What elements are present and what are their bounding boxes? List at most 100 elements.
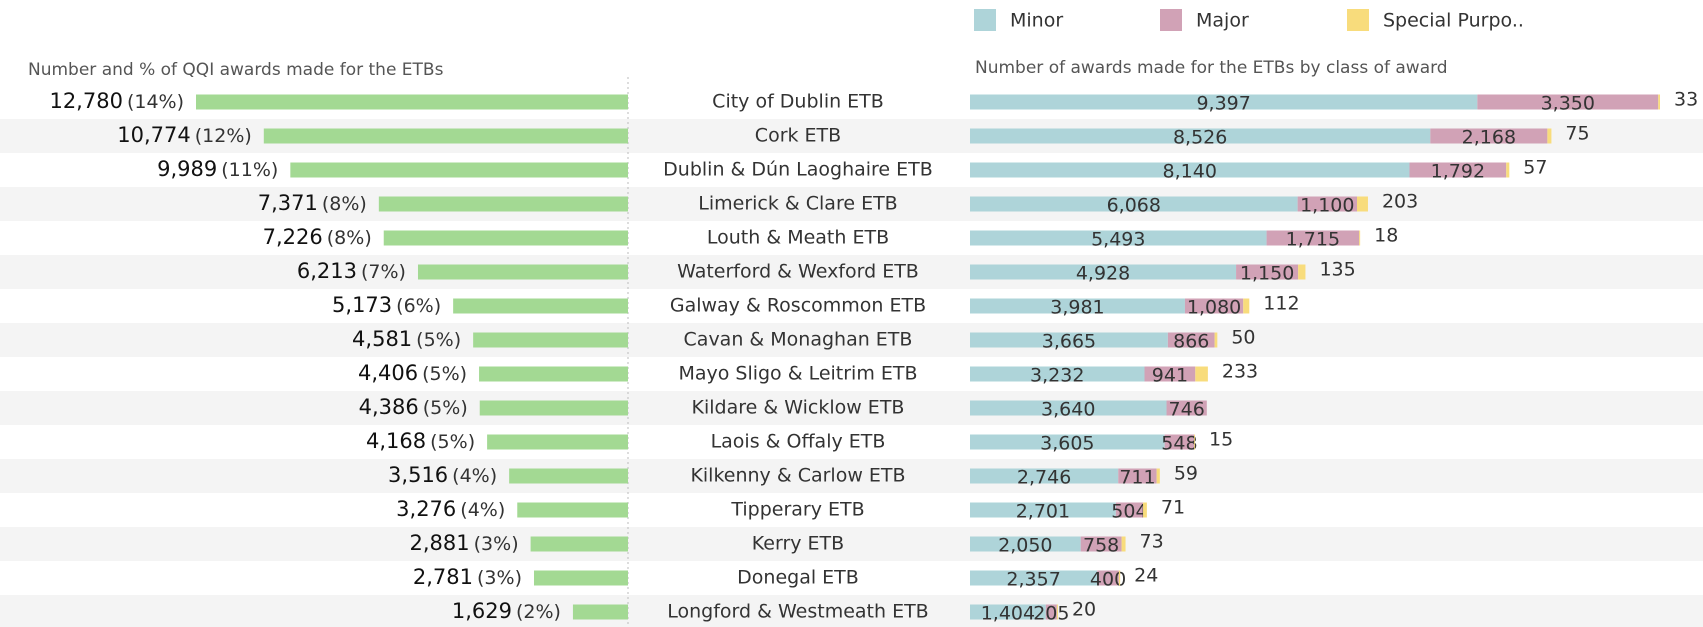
percent-label: (8%) — [322, 193, 367, 215]
segment-label: 57 — [1523, 157, 1547, 179]
total-bar — [530, 536, 628, 552]
segment — [970, 162, 1410, 178]
segment — [1194, 434, 1196, 450]
total-value: 5,173 — [332, 293, 392, 317]
percent-label: (14%) — [127, 91, 184, 113]
segment-label: 2,168 — [1462, 127, 1516, 149]
segment-label: 3,981 — [1050, 297, 1104, 319]
category-label: Laois & Offaly ETB — [711, 431, 886, 453]
total-bar — [417, 264, 628, 280]
total-label: 7,371 (8%) — [258, 191, 367, 215]
segment — [1097, 570, 1119, 586]
segment — [1298, 264, 1306, 280]
percent-label: (8%) — [327, 227, 372, 249]
percent-label: (3%) — [474, 533, 519, 555]
percent-label: (3%) — [477, 567, 522, 589]
total-bar — [533, 570, 628, 586]
segment-label: 866 — [1173, 331, 1209, 353]
total-bar — [479, 400, 628, 416]
segment-label: 3,350 — [1541, 93, 1595, 115]
legend-label: Minor — [1010, 10, 1063, 32]
segment — [1118, 570, 1121, 586]
segment — [1658, 94, 1660, 110]
segment-label: 8,140 — [1163, 161, 1217, 183]
segment-label: 3,605 — [1040, 433, 1094, 455]
segment — [1080, 536, 1122, 552]
segment — [1121, 536, 1126, 552]
segment — [1143, 502, 1147, 518]
total-value: 3,516 — [388, 463, 448, 487]
total-value: 10,774 — [117, 123, 190, 147]
segment-label: 15 — [1209, 429, 1233, 451]
category-label: Mayo Sligo & Leitrim ETB — [678, 363, 917, 385]
segment-label: 59 — [1174, 463, 1198, 485]
total-value: 4,168 — [366, 429, 426, 453]
segment — [1045, 604, 1057, 620]
percent-label: (5%) — [430, 431, 475, 453]
segment — [970, 94, 1478, 110]
total-label: 2,781 (3%) — [413, 565, 522, 589]
segment-label: 135 — [1319, 259, 1355, 281]
total-bar — [517, 502, 628, 518]
segment — [970, 128, 1431, 144]
segment — [1164, 434, 1195, 450]
legend-label: Major — [1196, 10, 1249, 32]
category-label: Limerick & Clare ETB — [698, 193, 897, 215]
segment-label: 746 — [1169, 399, 1205, 421]
segment — [1409, 162, 1507, 178]
segment-label: 3,640 — [1041, 399, 1095, 421]
total-bar — [509, 468, 628, 484]
segment — [970, 400, 1167, 416]
segment-label: 5,493 — [1091, 229, 1145, 251]
total-bar — [378, 196, 628, 212]
total-value: 6,213 — [297, 259, 357, 283]
segment-label: 20 — [1072, 599, 1096, 621]
segment-label: 50 — [1231, 327, 1255, 349]
total-value: 4,386 — [359, 395, 419, 419]
segment-label: 33 — [1674, 89, 1698, 111]
segment — [970, 298, 1185, 314]
category-label: Donegal ETB — [737, 567, 859, 589]
category-label: Kilkenny & Carlow ETB — [690, 465, 905, 487]
category-label: Dublin & Dún Laoghaire ETB — [663, 159, 933, 181]
segment-label: 8,526 — [1173, 127, 1227, 149]
total-label: 4,386 (5%) — [359, 395, 468, 419]
total-value: 4,581 — [352, 327, 412, 351]
total-bar — [572, 604, 628, 620]
percent-label: (5%) — [416, 329, 461, 351]
percent-label: (2%) — [516, 601, 561, 623]
segment-label: 9,397 — [1196, 93, 1250, 115]
total-label: 4,168 (5%) — [366, 429, 475, 453]
row-band — [0, 187, 1703, 221]
segment — [1184, 298, 1244, 314]
total-bar — [479, 366, 628, 382]
segment-label: 1,150 — [1240, 263, 1294, 285]
segment — [970, 570, 1098, 586]
segment — [1266, 230, 1360, 246]
segment-label: 233 — [1222, 361, 1258, 383]
category-label: City of Dublin ETB — [712, 91, 884, 113]
category-label: Longford & Westmeath ETB — [667, 601, 928, 623]
total-bar — [263, 128, 628, 144]
total-value: 2,781 — [413, 565, 473, 589]
total-bar — [487, 434, 628, 450]
total-value: 7,226 — [263, 225, 323, 249]
total-value: 9,989 — [157, 157, 217, 181]
legend-swatch — [1160, 9, 1182, 31]
segment-label: 1,792 — [1431, 161, 1485, 183]
category-label: Waterford & Wexford ETB — [677, 261, 919, 283]
total-value: 2,881 — [410, 531, 470, 555]
category-label: Tipperary ETB — [730, 499, 864, 521]
percent-label: (11%) — [221, 159, 278, 181]
total-label: 9,989 (11%) — [157, 157, 278, 181]
segment-label: 4,928 — [1076, 263, 1130, 285]
total-label: 10,774 (12%) — [117, 123, 252, 147]
segment-label: 1,100 — [1300, 195, 1354, 217]
segment — [1430, 128, 1548, 144]
segment-label: 3,232 — [1030, 365, 1084, 387]
segment-label: 1,080 — [1187, 297, 1241, 319]
category-label: Kildare & Wicklow ETB — [692, 397, 905, 419]
segment — [1056, 604, 1058, 620]
total-label: 1,629 (2%) — [452, 599, 561, 623]
